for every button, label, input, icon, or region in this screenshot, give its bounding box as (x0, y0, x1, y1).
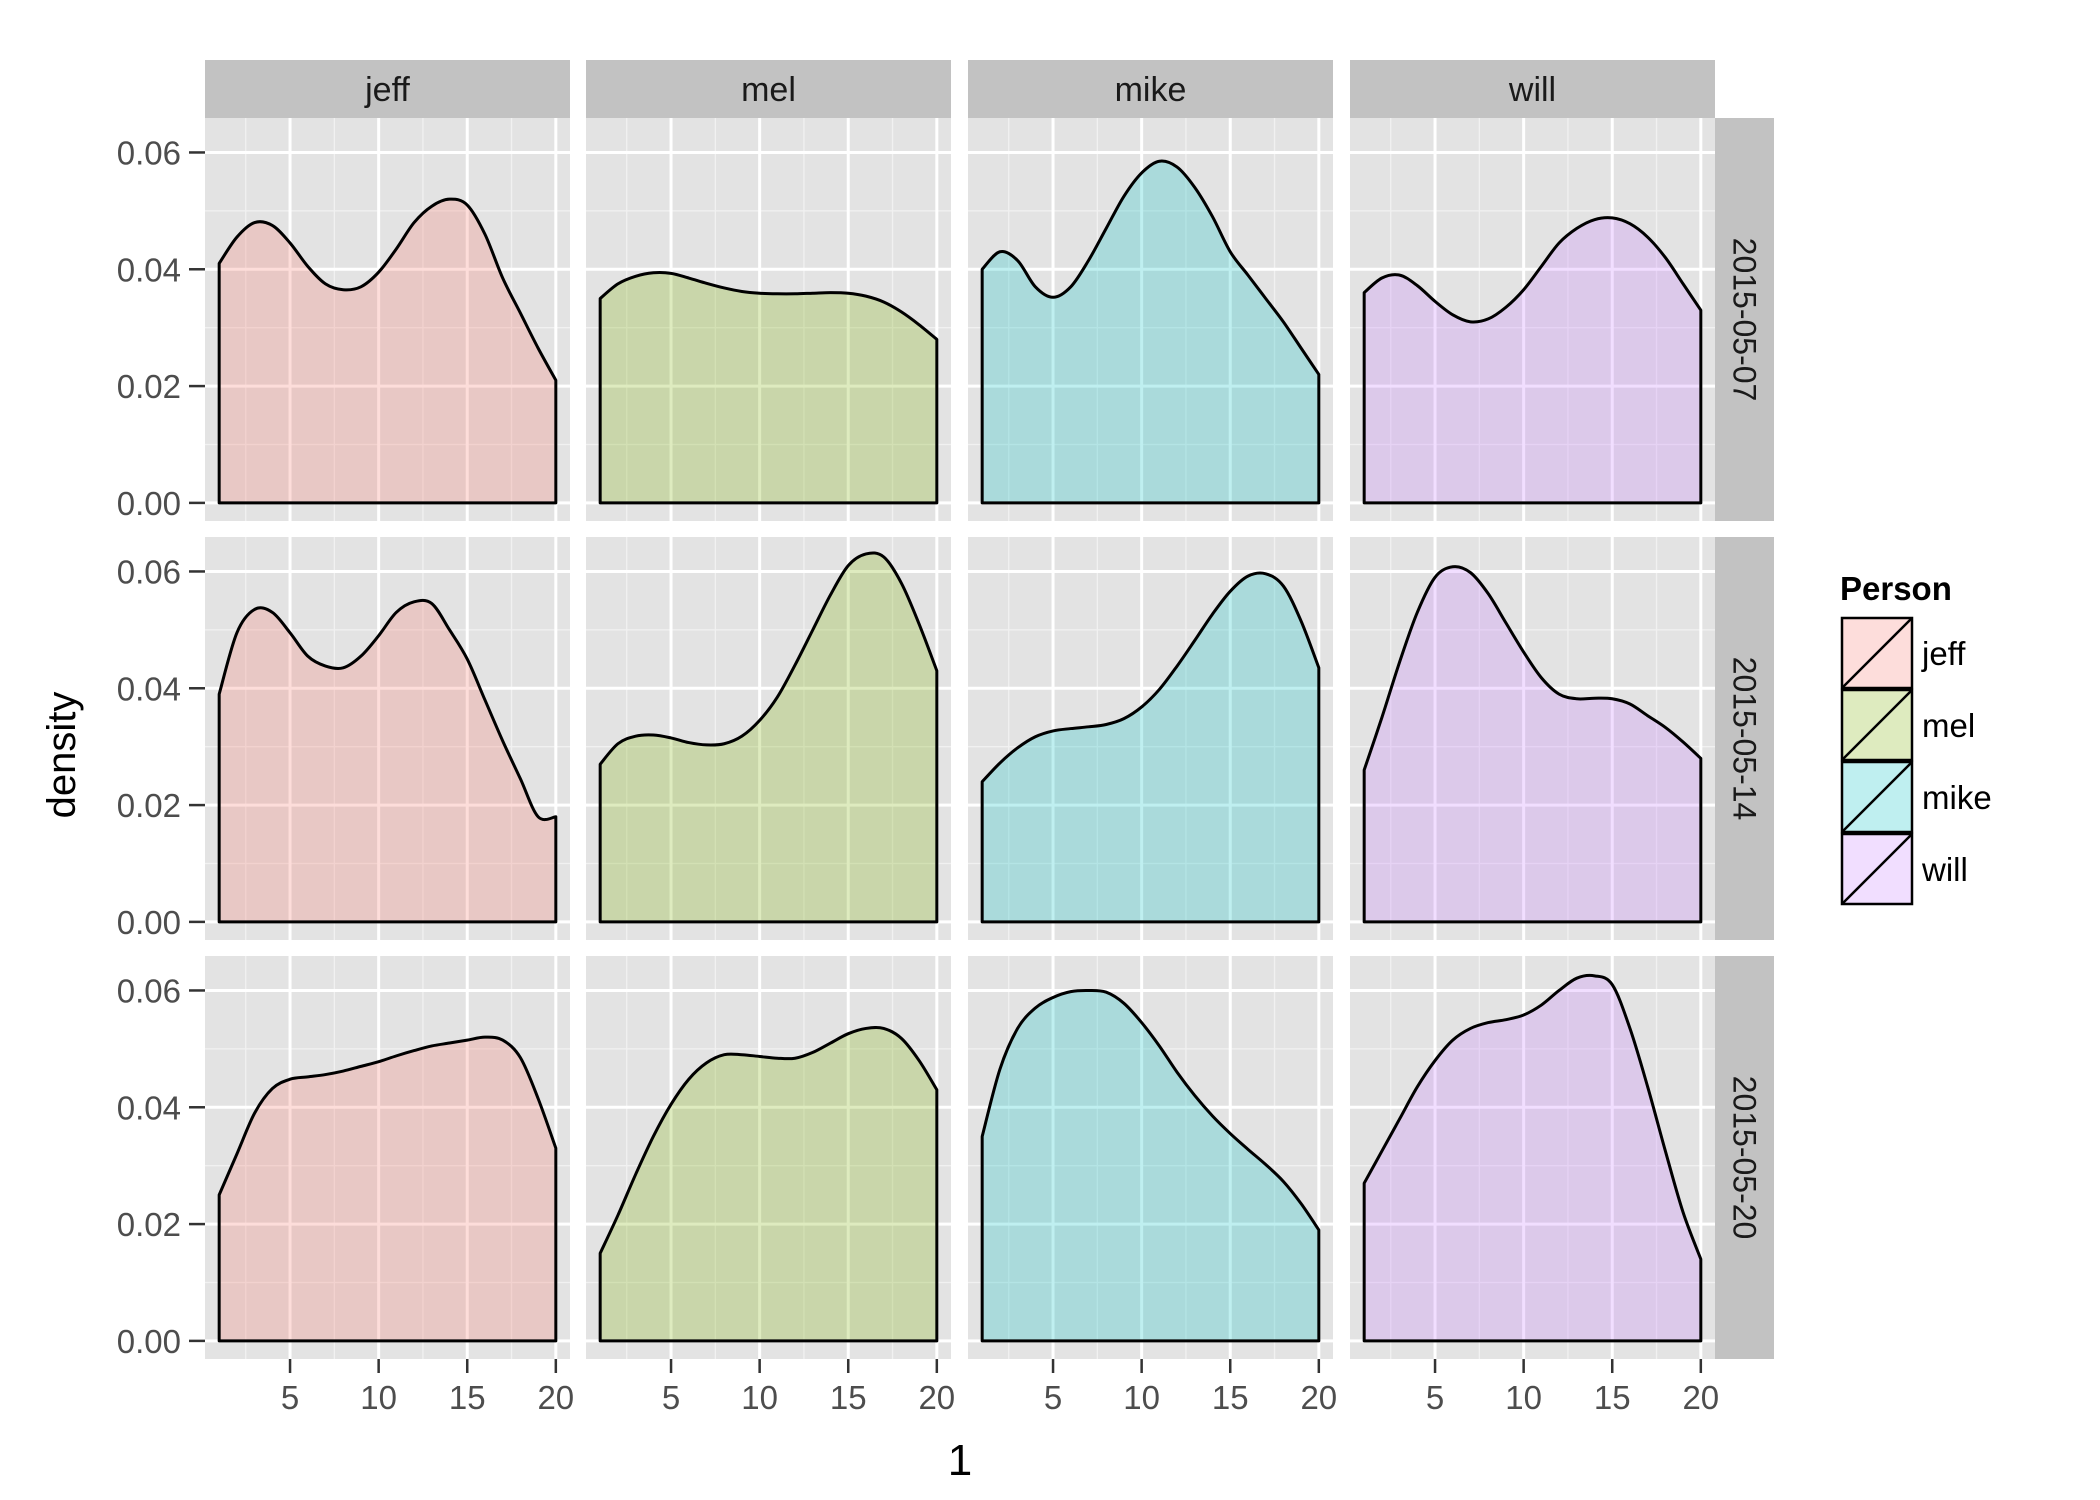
panel-jeff-2015-05-14 (205, 537, 570, 940)
density-area-mel (598, 1025, 939, 1343)
density-area-jeff (217, 1035, 558, 1343)
density-area-jeff (217, 598, 558, 924)
y-tick-label: 0.04 (117, 1089, 181, 1126)
y-tick-label: 0.06 (117, 972, 181, 1009)
x-tick-label: 5 (662, 1379, 680, 1416)
density-area-will (1362, 565, 1703, 924)
legend-label-jeff: jeff (1921, 635, 1966, 672)
legend-item-will: will (1840, 832, 1968, 906)
panel-jeff-2015-05-07 (205, 118, 570, 521)
x-tick-label: 20 (918, 1379, 955, 1416)
panel-background (586, 956, 951, 1359)
x-tick-label: 15 (1212, 1379, 1249, 1416)
panel-will-2015-05-20 (1350, 956, 1715, 1359)
density-area-jeff (217, 197, 558, 505)
legend-key-stroke (1841, 833, 1913, 905)
density-area-mel (598, 551, 939, 924)
panel-background (586, 537, 951, 940)
legend-item-mike: mike (1840, 760, 1992, 834)
facet-label-jeff: jeff (364, 71, 410, 109)
x-tick-label: 20 (1300, 1379, 1337, 1416)
panel-will-2015-05-07 (1350, 118, 1715, 521)
facet-panels: jeff mel mike will 2015-05-07 0.00 0.02 0.04 0.0… (117, 60, 1774, 1416)
facet-label-2015-05-14: 2015-05-14 (1727, 657, 1763, 821)
x-tick-label: 15 (449, 1379, 486, 1416)
x-tick-label: 15 (830, 1379, 867, 1416)
x-tick-label: 20 (537, 1379, 574, 1416)
x-tick-label: 20 (1682, 1379, 1719, 1416)
panel-background (205, 956, 570, 1359)
facet-strip-mike (968, 60, 1333, 118)
y-tick-label: 0.04 (117, 251, 181, 288)
legend: jeff mel mike will (1840, 616, 1992, 906)
panel-mike-2015-05-20 (968, 956, 1333, 1359)
x-tick-label: 5 (281, 1379, 299, 1416)
density-area-mel (598, 271, 939, 505)
facet-label-will: will (1508, 71, 1556, 109)
legend-key-stroke (1841, 689, 1913, 761)
panel-background (1350, 956, 1715, 1359)
density-area-will (1362, 973, 1703, 1343)
panel-background (205, 537, 570, 940)
panel-will-2015-05-14 (1350, 537, 1715, 940)
panel-background (968, 537, 1333, 940)
y-tick-label: 0.06 (117, 553, 181, 590)
panel-mel-2015-05-14 (586, 537, 951, 940)
y-tick-label: 0.04 (117, 670, 181, 707)
panel-mel-2015-05-20 (586, 956, 951, 1359)
legend-title: Person (1840, 570, 1952, 607)
density-area-mike (980, 988, 1321, 1343)
density-area-will (1362, 216, 1703, 505)
facet-strip-will (1350, 60, 1715, 118)
density-area-mike (980, 159, 1321, 505)
facet-label-mel: mel (741, 71, 796, 109)
legend-label-mel: mel (1922, 707, 1975, 744)
facet-strip-2015-05-20 (1715, 956, 1774, 1359)
y-tick-label: 0.00 (117, 1323, 181, 1360)
legend-item-jeff: jeff (1840, 616, 1966, 690)
x-axis-title: 1 (948, 1436, 972, 1485)
panel-background (1350, 537, 1715, 940)
x-tick-label: 10 (1505, 1379, 1542, 1416)
panel-mike-2015-05-07 (968, 118, 1333, 521)
panel-background (968, 118, 1333, 521)
y-axis-title: density (40, 692, 84, 819)
facet-strip-jeff (205, 60, 570, 118)
y-tick-label: 0.02 (117, 368, 181, 405)
legend-key-stroke (1841, 761, 1913, 833)
panel-background (968, 956, 1333, 1359)
x-tick-label: 5 (1426, 1379, 1444, 1416)
legend-key-stroke (1841, 617, 1913, 689)
panel-mel-2015-05-07 (586, 118, 951, 521)
y-tick-label: 0.00 (117, 485, 181, 522)
panel-jeff-2015-05-20 (205, 956, 570, 1359)
panel-background (205, 118, 570, 521)
panel-background (586, 118, 951, 521)
facet-strip-2015-05-07 (1715, 118, 1774, 521)
y-tick-label: 0.02 (117, 1206, 181, 1243)
facet-strip-mel (586, 60, 951, 118)
x-tick-label: 10 (741, 1379, 778, 1416)
x-tick-label: 10 (1123, 1379, 1160, 1416)
panel-background (1350, 118, 1715, 521)
x-tick-label: 5 (1044, 1379, 1062, 1416)
legend-label-will: will (1921, 851, 1968, 888)
x-tick-label: 10 (360, 1379, 397, 1416)
legend-label-mike: mike (1922, 779, 1992, 816)
facet-label-2015-05-20: 2015-05-20 (1727, 1076, 1763, 1240)
y-tick-label: 0.06 (117, 134, 181, 171)
y-tick-label: 0.02 (117, 787, 181, 824)
facet-strip-2015-05-14 (1715, 537, 1774, 940)
legend-item-mel: mel (1840, 688, 1975, 762)
density-area-mike (980, 571, 1321, 924)
facet-label-mike: mike (1115, 71, 1187, 109)
x-tick-label: 15 (1594, 1379, 1631, 1416)
y-tick-label: 0.00 (117, 904, 181, 941)
panel-mike-2015-05-14 (968, 537, 1333, 940)
facet-label-2015-05-07: 2015-05-07 (1727, 238, 1763, 402)
